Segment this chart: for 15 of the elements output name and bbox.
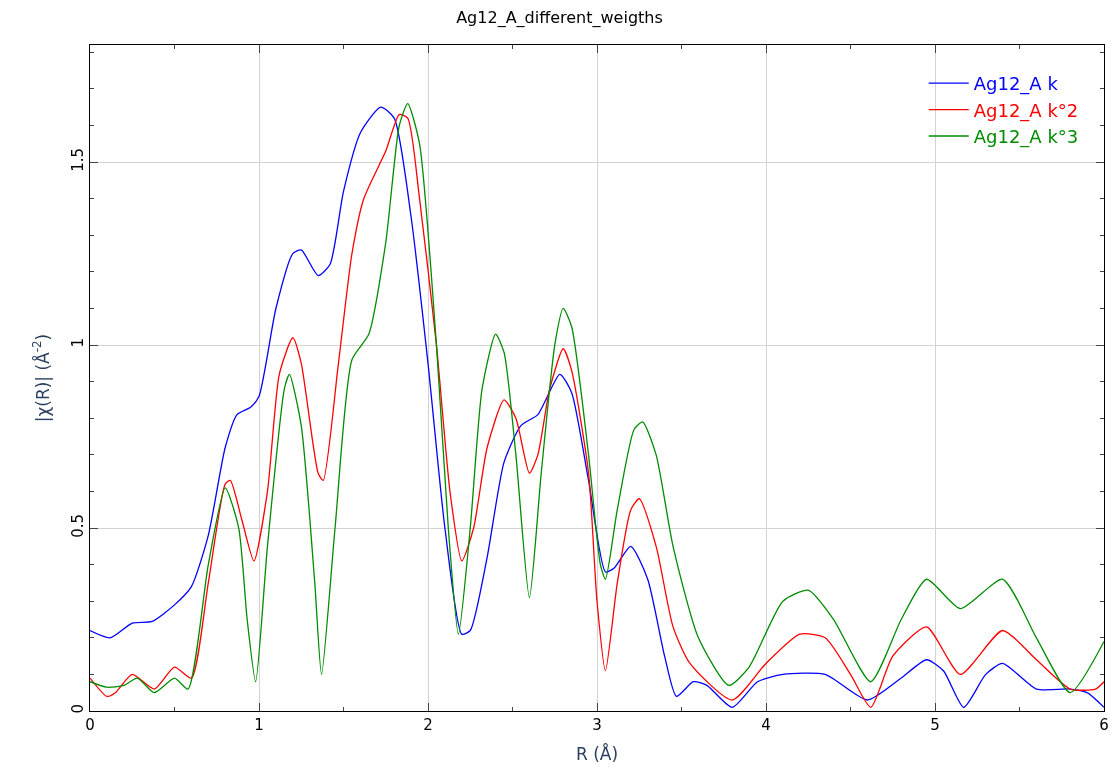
x-tick-label: 4 (761, 716, 771, 734)
chart-title: Ag12_A_different_weigths (456, 7, 663, 28)
y-tick-label: 1.5 (69, 147, 87, 172)
x-tick-label: 6 (1099, 716, 1109, 734)
legend-label: Ag12_A k (973, 73, 1059, 96)
y-tick-label: 0.5 (69, 513, 87, 538)
x-axis-title: R (Å) (575, 743, 619, 765)
x-tick-label: 3 (592, 716, 602, 734)
legend-label: Ag12_A k°3 (973, 126, 1079, 148)
x-tick-label: 2 (423, 716, 433, 734)
legend-label: Ag12_A k°2 (973, 99, 1079, 122)
x-tick-label: 1 (254, 716, 264, 734)
y-tick-label: 1 (69, 338, 87, 348)
y-tick-label: 0 (69, 703, 87, 714)
x-tick-label: 5 (930, 716, 940, 734)
